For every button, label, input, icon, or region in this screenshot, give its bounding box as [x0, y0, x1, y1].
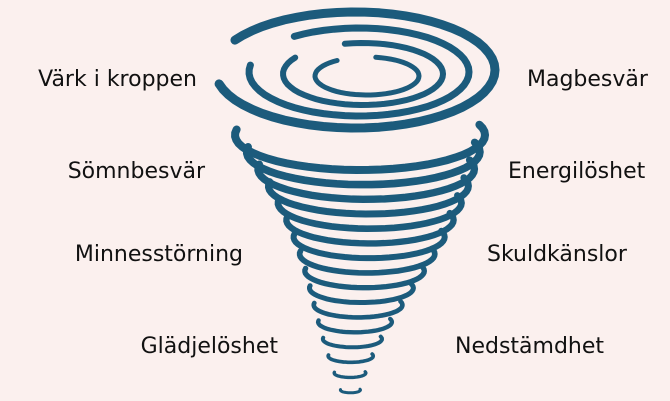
- symptom-label: Skuldkänslor: [487, 242, 628, 267]
- symptom-label: Minnesstörning: [75, 242, 243, 267]
- symptom-label: Glädjelöshet: [141, 334, 279, 359]
- symptom-label: Sömnbesvär: [68, 159, 206, 184]
- diagram: Värk i kroppen Sömnbesvär Minnesstörning…: [0, 0, 670, 401]
- symptom-label: Magbesvär: [527, 67, 649, 92]
- symptom-label: Nedstämdhet: [455, 334, 604, 359]
- symptom-label: Energilöshet: [508, 159, 646, 184]
- symptom-label: Värk i kroppen: [38, 67, 197, 92]
